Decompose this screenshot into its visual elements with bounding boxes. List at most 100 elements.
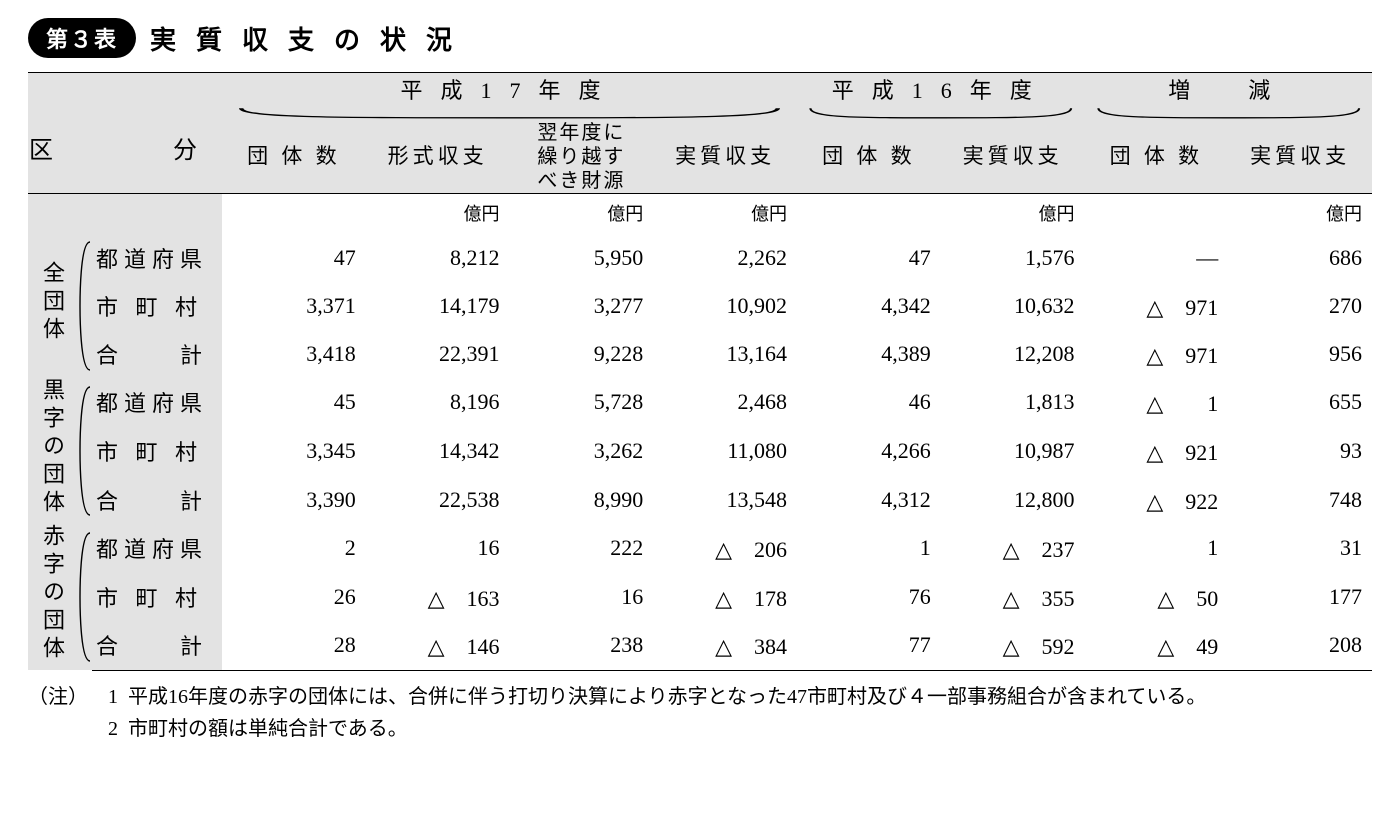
cell-y16-real: 12,208 bbox=[941, 330, 1085, 378]
cell-y17-real: 10,902 bbox=[653, 282, 797, 330]
footnote-label: （注） bbox=[28, 681, 88, 713]
header-group-diff: 増 減 bbox=[1085, 73, 1373, 106]
cell-y17-formal: 22,391 bbox=[366, 330, 510, 378]
cell-diff-count: △ 971 bbox=[1085, 330, 1229, 378]
cell-y17-carry: 3,262 bbox=[510, 427, 654, 476]
footnote-text: 平成16年度の赤字の団体には、合併に伴う打切り決算により赤字となった47市町村及… bbox=[128, 681, 1372, 713]
cell-y17-count: 3,371 bbox=[222, 282, 366, 330]
cell-y17-carry: 9,228 bbox=[510, 330, 654, 378]
row-label: 合 計 bbox=[92, 330, 222, 378]
cell-y17-count: 45 bbox=[222, 378, 366, 427]
cell-y17-real: 2,468 bbox=[653, 378, 797, 427]
cell-y16-count: 4,312 bbox=[797, 475, 941, 524]
footnotes: （注） 1 平成16年度の赤字の団体には、合併に伴う打切り決算により赤字となった47… bbox=[28, 681, 1372, 745]
cell-y17-formal: 8,196 bbox=[366, 378, 510, 427]
curly-y17 bbox=[222, 105, 797, 121]
cell-y16-real: △ 237 bbox=[941, 524, 1085, 572]
unit-label: 億円 bbox=[510, 194, 654, 235]
row-label: 合 計 bbox=[92, 621, 222, 670]
cell-y17-formal: △ 163 bbox=[366, 572, 510, 620]
cell-y17-count: 26 bbox=[222, 572, 366, 620]
group-label: 赤字の団体 bbox=[28, 524, 76, 670]
cell-y16-real: 1,576 bbox=[941, 234, 1085, 282]
cell-y17-real: △ 384 bbox=[653, 621, 797, 670]
row-label: 都道府県 bbox=[92, 234, 222, 282]
col-y17-count: 団 体 数 bbox=[222, 121, 366, 193]
cell-y17-real: △ 178 bbox=[653, 572, 797, 620]
bracket-icon bbox=[76, 378, 92, 524]
cell-diff-count: △ 50 bbox=[1085, 572, 1229, 620]
col-diff-real: 実質収支 bbox=[1228, 121, 1372, 193]
cell-diff-count: 1 bbox=[1085, 524, 1229, 572]
cell-y16-count: 46 bbox=[797, 378, 941, 427]
footnote-row: （注） 1 平成16年度の赤字の団体には、合併に伴う打切り決算により赤字となった47… bbox=[28, 681, 1372, 713]
table-row: 全団体都道府県478,2125,9502,262471,576―686 bbox=[28, 234, 1372, 282]
cell-diff-real: 93 bbox=[1228, 427, 1372, 476]
cell-y17-carry: 222 bbox=[510, 524, 654, 572]
table-row: 合 計3,41822,3919,22813,1644,38912,208△ 97… bbox=[28, 330, 1372, 378]
col-y17-real: 実質収支 bbox=[653, 121, 797, 193]
cell-y17-carry: 5,950 bbox=[510, 234, 654, 282]
cell-y17-count: 3,390 bbox=[222, 475, 366, 524]
header-kubun: 区 分 bbox=[28, 73, 222, 194]
row-label: 市 町 村 bbox=[92, 572, 222, 620]
cell-y16-real: 12,800 bbox=[941, 475, 1085, 524]
unit-label: 億円 bbox=[366, 194, 510, 235]
cell-y16-real: △ 592 bbox=[941, 621, 1085, 670]
table-row: 市 町 村26△ 16316△ 17876△ 355△ 50177 bbox=[28, 572, 1372, 620]
cell-y17-real: 2,262 bbox=[653, 234, 797, 282]
cell-y17-real: 13,164 bbox=[653, 330, 797, 378]
cell-y16-count: 4,266 bbox=[797, 427, 941, 476]
footnote-row: 2 市町村の額は単純合計である。 bbox=[28, 713, 1372, 745]
cell-y17-count: 28 bbox=[222, 621, 366, 670]
footnote-number: 1 bbox=[98, 681, 118, 713]
cell-y16-count: 4,389 bbox=[797, 330, 941, 378]
unit-label: 億円 bbox=[941, 194, 1085, 235]
table-title: 実質収支の状況 bbox=[150, 20, 472, 57]
table-header: 区 分 平成17年度 平成16年度 増 減 団 体 数 形式収支 翌年度に繰り越… bbox=[28, 73, 1372, 194]
cell-diff-real: 956 bbox=[1228, 330, 1372, 378]
cell-diff-real: 31 bbox=[1228, 524, 1372, 572]
col-y16-count: 団 体 数 bbox=[797, 121, 941, 193]
cell-diff-real: 208 bbox=[1228, 621, 1372, 670]
cell-y17-count: 47 bbox=[222, 234, 366, 282]
footnote-label bbox=[28, 713, 88, 745]
footnote-number: 2 bbox=[98, 713, 118, 745]
bracket-icon bbox=[76, 234, 92, 378]
footnote-text: 市町村の額は単純合計である。 bbox=[128, 713, 1372, 745]
title-row: 第３表 実質収支の状況 bbox=[28, 18, 1372, 58]
table-row: 合 計3,39022,5388,99013,5484,31212,800△ 92… bbox=[28, 475, 1372, 524]
cell-y16-count: 77 bbox=[797, 621, 941, 670]
cell-y16-count: 1 bbox=[797, 524, 941, 572]
cell-y17-carry: 238 bbox=[510, 621, 654, 670]
row-label: 市 町 村 bbox=[92, 427, 222, 476]
group-label: 黒字の団体 bbox=[28, 378, 76, 524]
curly-y16 bbox=[797, 105, 1085, 121]
cell-y17-count: 3,345 bbox=[222, 427, 366, 476]
header-group-y17: 平成17年度 bbox=[222, 73, 797, 106]
cell-diff-count: △ 921 bbox=[1085, 427, 1229, 476]
bracket-icon bbox=[76, 524, 92, 670]
cell-diff-real: 748 bbox=[1228, 475, 1372, 524]
cell-y16-count: 4,342 bbox=[797, 282, 941, 330]
group-label: 全団体 bbox=[28, 234, 76, 378]
data-table: 区 分 平成17年度 平成16年度 増 減 団 体 数 形式収支 翌年度に繰り越… bbox=[28, 72, 1372, 671]
cell-y17-formal: 16 bbox=[366, 524, 510, 572]
cell-y17-real: 11,080 bbox=[653, 427, 797, 476]
cell-diff-real: 177 bbox=[1228, 572, 1372, 620]
cell-diff-real: 655 bbox=[1228, 378, 1372, 427]
row-label: 都道府県 bbox=[92, 378, 222, 427]
row-label: 都道府県 bbox=[92, 524, 222, 572]
cell-y17-formal: 14,179 bbox=[366, 282, 510, 330]
cell-y17-formal: 22,538 bbox=[366, 475, 510, 524]
table-row: 赤字の団体都道府県216222△ 2061△ 237131 bbox=[28, 524, 1372, 572]
table-body: 億円億円億円億円億円全団体都道府県478,2125,9502,262471,57… bbox=[28, 194, 1372, 671]
cell-y16-real: 1,813 bbox=[941, 378, 1085, 427]
cell-y16-count: 76 bbox=[797, 572, 941, 620]
cell-y17-carry: 16 bbox=[510, 572, 654, 620]
cell-y17-real: 13,548 bbox=[653, 475, 797, 524]
table-row: 市 町 村3,37114,1793,27710,9024,34210,632△ … bbox=[28, 282, 1372, 330]
col-y17-carry: 翌年度に繰り越すべき財源 bbox=[510, 121, 654, 193]
cell-y17-carry: 5,728 bbox=[510, 378, 654, 427]
header-group-y16: 平成16年度 bbox=[797, 73, 1085, 106]
